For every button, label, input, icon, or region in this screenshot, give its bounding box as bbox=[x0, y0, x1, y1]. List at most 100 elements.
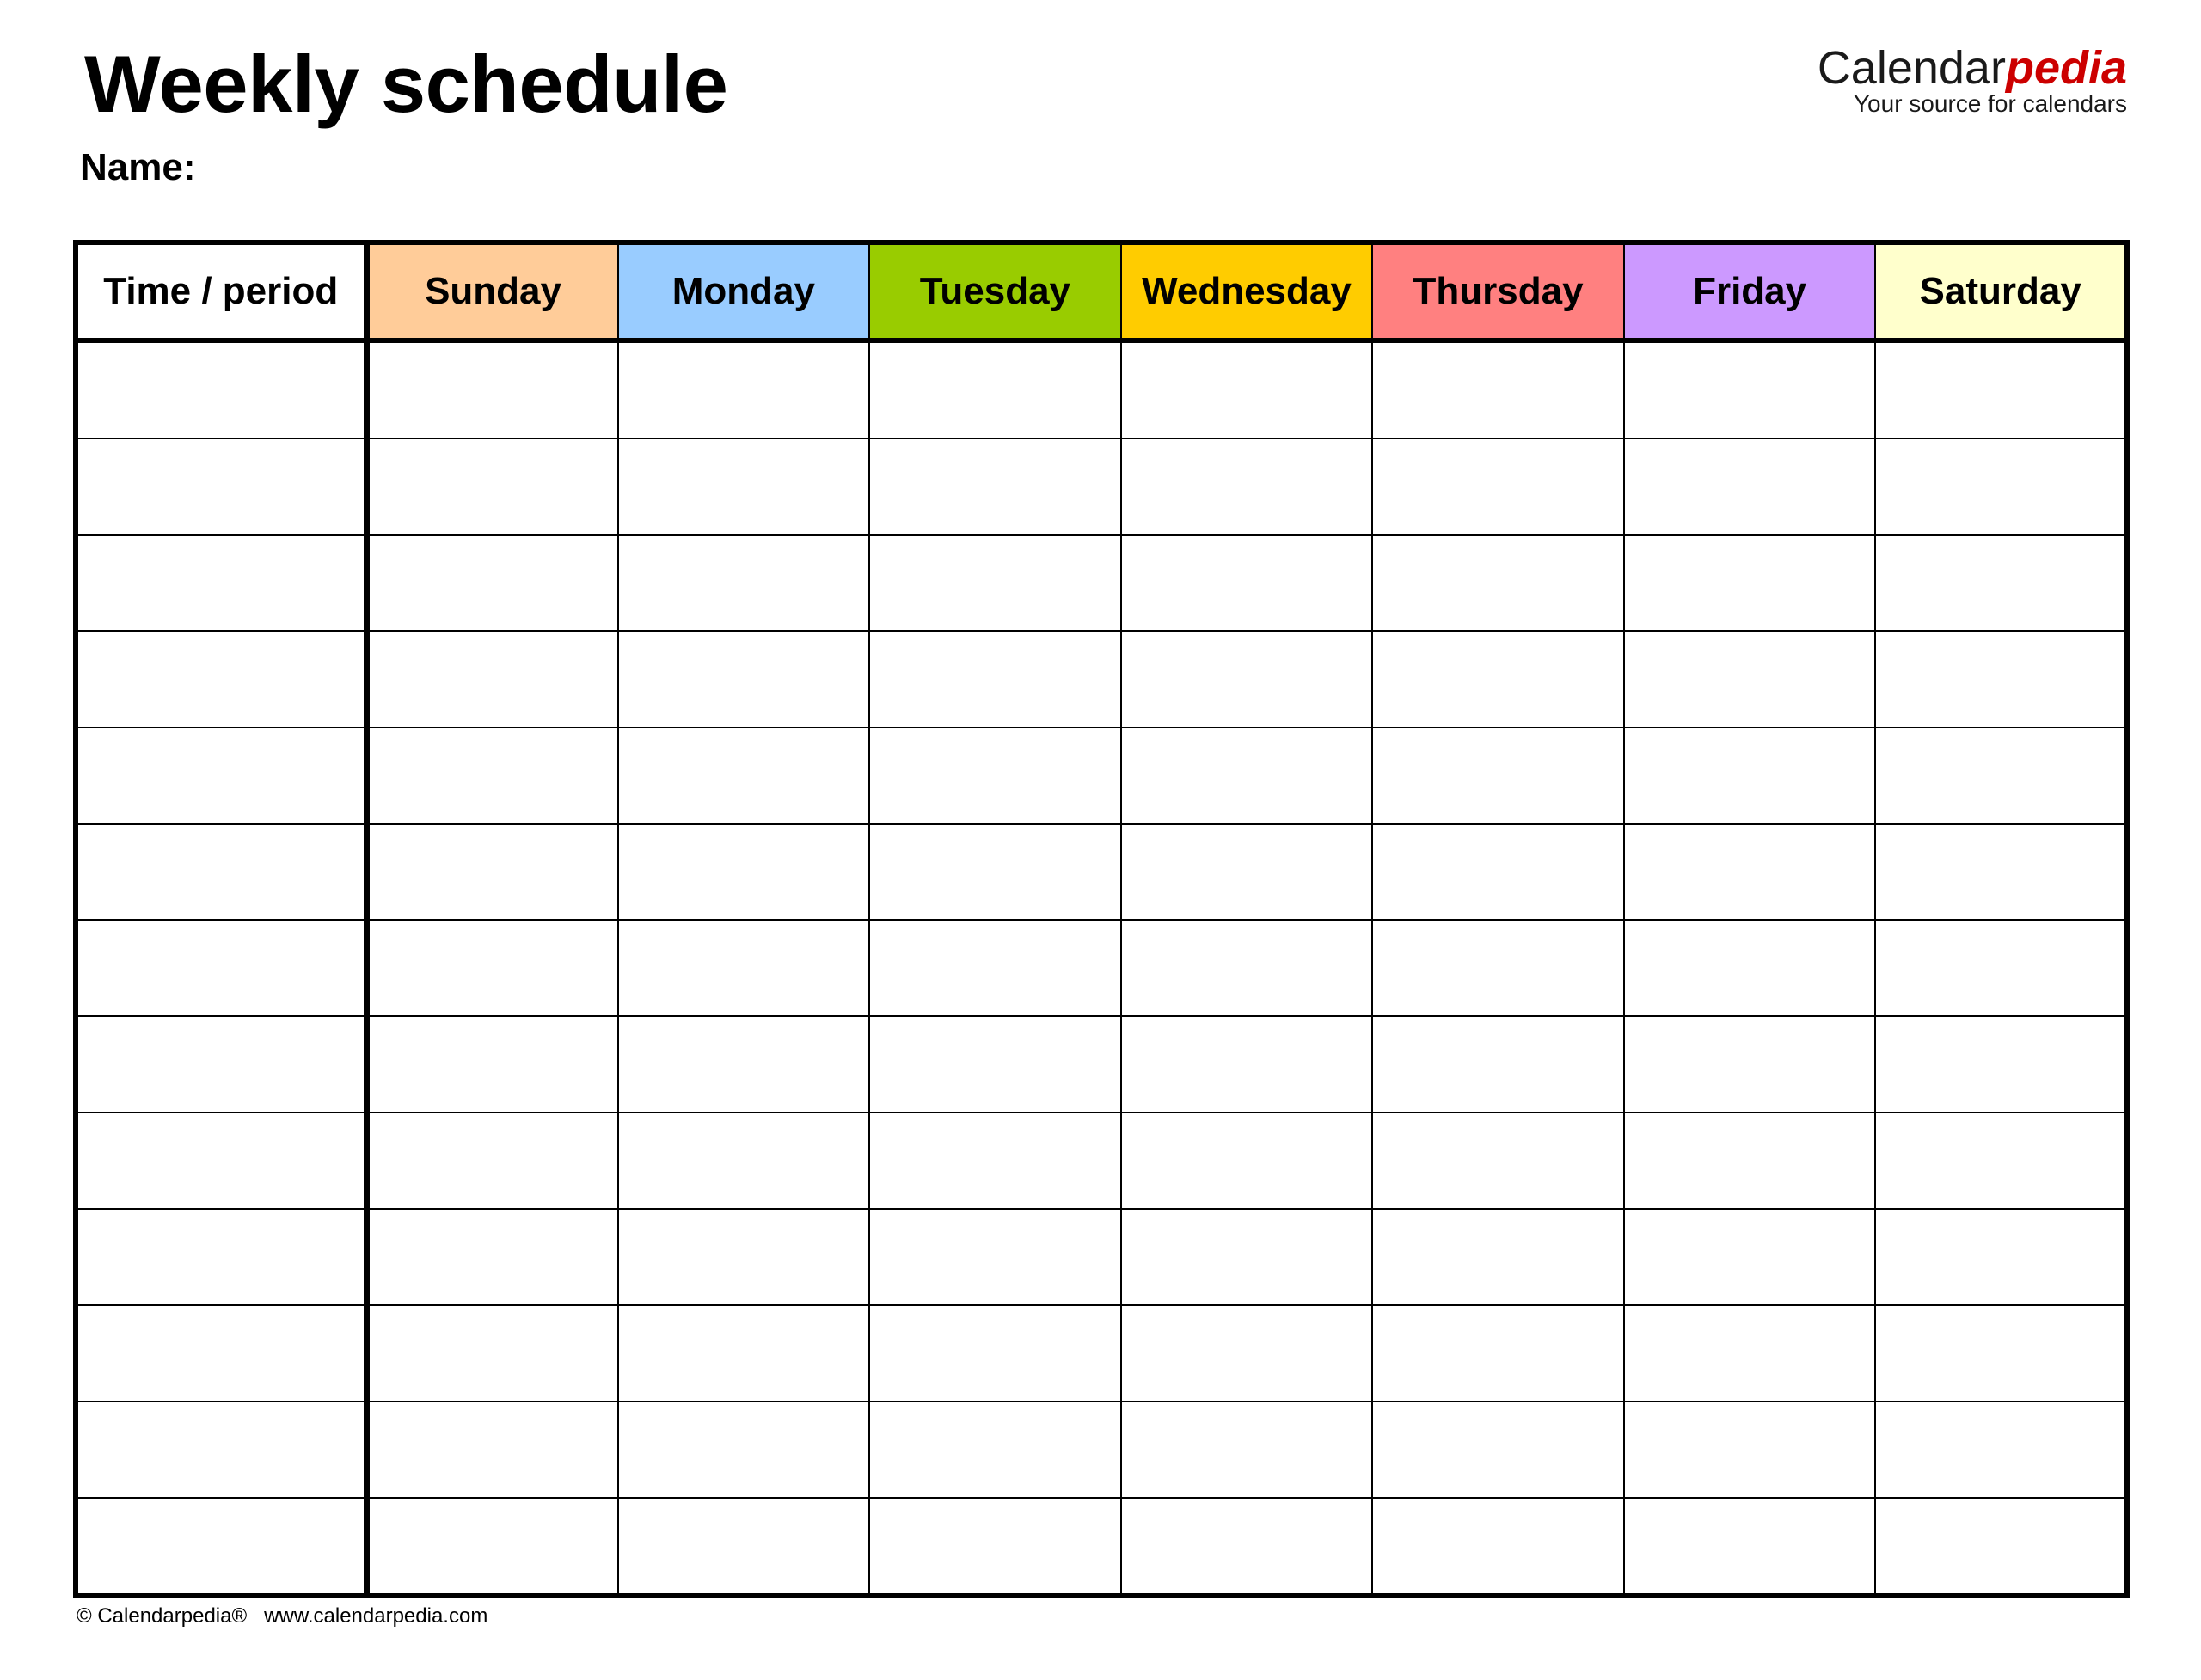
schedule-cell[interactable] bbox=[1622, 1208, 1877, 1306]
schedule-cell[interactable] bbox=[1119, 1112, 1374, 1210]
schedule-cell[interactable] bbox=[868, 1112, 1122, 1210]
schedule-cell[interactable] bbox=[616, 1497, 871, 1597]
schedule-cell[interactable] bbox=[868, 1015, 1122, 1113]
time-cell[interactable] bbox=[75, 1112, 370, 1210]
schedule-cell[interactable] bbox=[868, 823, 1122, 921]
schedule-cell[interactable] bbox=[868, 630, 1122, 728]
schedule-cell[interactable] bbox=[1119, 340, 1374, 439]
schedule-cell[interactable] bbox=[1622, 1112, 1877, 1210]
schedule-cell[interactable] bbox=[616, 1304, 871, 1402]
schedule-cell[interactable] bbox=[1119, 823, 1374, 921]
schedule-cell[interactable] bbox=[1874, 630, 2128, 728]
schedule-cell[interactable] bbox=[1371, 823, 1625, 921]
schedule-cell[interactable] bbox=[1371, 1497, 1625, 1597]
schedule-cell[interactable] bbox=[1874, 1304, 2128, 1402]
schedule-cell[interactable] bbox=[1622, 534, 1877, 632]
schedule-cell[interactable] bbox=[1371, 438, 1625, 536]
schedule-cell[interactable] bbox=[1622, 919, 1877, 1017]
schedule-cell[interactable] bbox=[365, 919, 619, 1017]
schedule-cell[interactable] bbox=[365, 534, 619, 632]
time-cell[interactable] bbox=[75, 340, 370, 439]
schedule-cell[interactable] bbox=[1119, 919, 1374, 1017]
schedule-cell[interactable] bbox=[1371, 727, 1625, 825]
schedule-cell[interactable] bbox=[1874, 1015, 2128, 1113]
schedule-cell[interactable] bbox=[616, 630, 871, 728]
schedule-cell[interactable] bbox=[365, 1208, 619, 1306]
schedule-cell[interactable] bbox=[868, 438, 1122, 536]
schedule-cell[interactable] bbox=[1119, 534, 1374, 632]
schedule-cell[interactable] bbox=[1874, 919, 2128, 1017]
time-cell[interactable] bbox=[75, 919, 370, 1017]
schedule-cell[interactable] bbox=[1371, 1112, 1625, 1210]
schedule-cell[interactable] bbox=[616, 438, 871, 536]
schedule-cell[interactable] bbox=[365, 1401, 619, 1499]
schedule-cell[interactable] bbox=[1371, 1015, 1625, 1113]
schedule-cell[interactable] bbox=[616, 919, 871, 1017]
schedule-cell[interactable] bbox=[868, 919, 1122, 1017]
schedule-cell[interactable] bbox=[1622, 1015, 1877, 1113]
schedule-cell[interactable] bbox=[868, 340, 1122, 439]
schedule-cell[interactable] bbox=[616, 1401, 871, 1499]
schedule-cell[interactable] bbox=[365, 1015, 619, 1113]
time-cell[interactable] bbox=[75, 1015, 370, 1113]
schedule-cell[interactable] bbox=[365, 630, 619, 728]
schedule-cell[interactable] bbox=[365, 1112, 619, 1210]
schedule-cell[interactable] bbox=[1371, 630, 1625, 728]
schedule-cell[interactable] bbox=[1119, 1208, 1374, 1306]
schedule-cell[interactable] bbox=[616, 727, 871, 825]
schedule-cell[interactable] bbox=[1622, 1401, 1877, 1499]
schedule-cell[interactable] bbox=[1119, 1497, 1374, 1597]
schedule-cell[interactable] bbox=[365, 823, 619, 921]
schedule-cell[interactable] bbox=[616, 823, 871, 921]
time-cell[interactable] bbox=[75, 1497, 370, 1597]
schedule-cell[interactable] bbox=[868, 1497, 1122, 1597]
schedule-cell[interactable] bbox=[1874, 438, 2128, 536]
schedule-cell[interactable] bbox=[616, 340, 871, 439]
schedule-cell[interactable] bbox=[365, 1497, 619, 1597]
schedule-cell[interactable] bbox=[1371, 1401, 1625, 1499]
schedule-cell[interactable] bbox=[1874, 1497, 2128, 1597]
schedule-cell[interactable] bbox=[1622, 1497, 1877, 1597]
schedule-cell[interactable] bbox=[1874, 823, 2128, 921]
schedule-cell[interactable] bbox=[1874, 1112, 2128, 1210]
schedule-cell[interactable] bbox=[1874, 727, 2128, 825]
time-cell[interactable] bbox=[75, 727, 370, 825]
schedule-cell[interactable] bbox=[868, 1208, 1122, 1306]
schedule-cell[interactable] bbox=[1119, 630, 1374, 728]
schedule-cell[interactable] bbox=[616, 1112, 871, 1210]
schedule-cell[interactable] bbox=[1119, 438, 1374, 536]
schedule-cell[interactable] bbox=[365, 340, 619, 439]
schedule-cell[interactable] bbox=[1874, 340, 2128, 439]
time-cell[interactable] bbox=[75, 823, 370, 921]
schedule-cell[interactable] bbox=[1874, 1208, 2128, 1306]
schedule-cell[interactable] bbox=[616, 1015, 871, 1113]
schedule-cell[interactable] bbox=[1119, 1015, 1374, 1113]
schedule-cell[interactable] bbox=[1622, 1304, 1877, 1402]
schedule-cell[interactable] bbox=[365, 1304, 619, 1402]
schedule-cell[interactable] bbox=[365, 727, 619, 825]
schedule-cell[interactable] bbox=[1622, 630, 1877, 728]
schedule-cell[interactable] bbox=[616, 1208, 871, 1306]
time-cell[interactable] bbox=[75, 630, 370, 728]
schedule-cell[interactable] bbox=[1371, 340, 1625, 439]
schedule-cell[interactable] bbox=[1622, 438, 1877, 536]
schedule-cell[interactable] bbox=[1371, 919, 1625, 1017]
schedule-cell[interactable] bbox=[1371, 1208, 1625, 1306]
schedule-cell[interactable] bbox=[868, 727, 1122, 825]
schedule-cell[interactable] bbox=[365, 438, 619, 536]
schedule-cell[interactable] bbox=[868, 1401, 1122, 1499]
schedule-cell[interactable] bbox=[868, 534, 1122, 632]
schedule-cell[interactable] bbox=[1371, 534, 1625, 632]
time-cell[interactable] bbox=[75, 1304, 370, 1402]
schedule-cell[interactable] bbox=[1119, 727, 1374, 825]
time-cell[interactable] bbox=[75, 438, 370, 536]
time-cell[interactable] bbox=[75, 534, 370, 632]
schedule-cell[interactable] bbox=[1119, 1304, 1374, 1402]
schedule-cell[interactable] bbox=[1371, 1304, 1625, 1402]
schedule-cell[interactable] bbox=[1119, 1401, 1374, 1499]
schedule-cell[interactable] bbox=[1622, 727, 1877, 825]
schedule-cell[interactable] bbox=[1622, 823, 1877, 921]
schedule-cell[interactable] bbox=[868, 1304, 1122, 1402]
schedule-cell[interactable] bbox=[1622, 340, 1877, 439]
time-cell[interactable] bbox=[75, 1401, 370, 1499]
